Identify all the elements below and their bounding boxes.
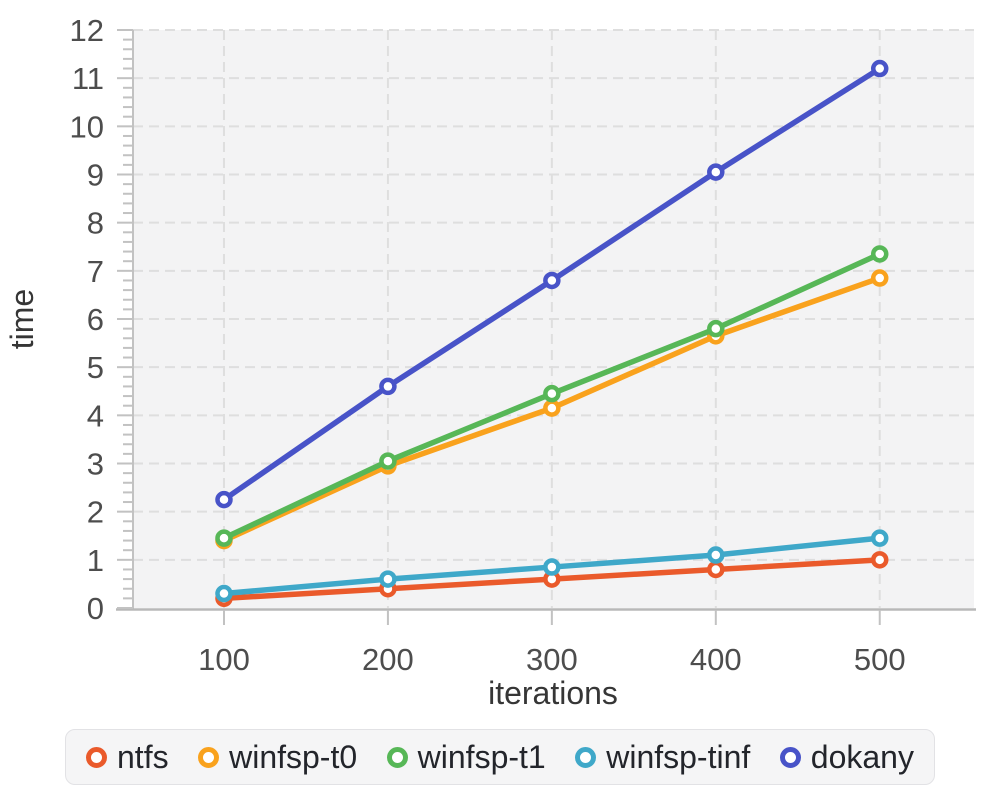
y-tick-label: 1: [87, 543, 104, 578]
legend-label: winfsp-t1: [417, 739, 546, 775]
series-winfsp-tinf-point: [543, 558, 561, 576]
y-tick-label: 8: [87, 206, 104, 241]
data-series: [215, 59, 889, 608]
y-tick-label: 10: [70, 109, 104, 144]
legend-label: ntfs: [117, 739, 169, 775]
x-tick-label: 400: [690, 642, 742, 677]
legend-label: winfsp-tinf: [606, 739, 751, 775]
series-dokany-point: [379, 377, 397, 396]
y-tick-label: 12: [70, 13, 104, 48]
series-winfsp-tinf-point: [379, 570, 397, 588]
legend-marker-winfsp-t1: [386, 746, 408, 768]
legend-item-dokany[interactable]: dokany: [779, 739, 914, 775]
y-tick-label: 5: [87, 350, 104, 385]
series-winfsp-tinf-point: [870, 529, 889, 547]
y-axis-title: time: [4, 289, 40, 349]
y-tick-label: 2: [87, 495, 104, 530]
series-dokany-point: [215, 490, 233, 509]
series-ntfs-point: [707, 560, 725, 579]
legend-label: winfsp-t0: [229, 739, 358, 775]
legend-marker-winfsp-t0: [198, 746, 220, 768]
series-winfsp-tinf-point: [707, 546, 725, 564]
chart-figure: 0 1 2 3 4 5 6 7 8 9 10 11 12 100 200 300 400 500 time ite…: [4, 13, 976, 711]
series-dokany-point: [707, 163, 725, 181]
series-winfsp-tinf-point: [215, 584, 233, 603]
legend-marker-ntfs: [86, 746, 107, 768]
legend-item-winfsp-t0[interactable]: winfsp-t0: [198, 741, 357, 773]
x-tick-label: 300: [526, 642, 578, 677]
y-tick-label: 9: [87, 158, 104, 193]
series-winfsp-t1-point: [379, 452, 397, 470]
y-tick-label: 11: [72, 61, 104, 96]
y-tick-label: 4: [87, 398, 104, 433]
legend-marker-dokany: [779, 746, 801, 768]
y-tick-label: 3: [87, 447, 104, 482]
series-dokany-point: [543, 271, 561, 290]
series-winfsp-t1-point: [707, 319, 725, 338]
legend-marker-winfsp-tinf: [575, 746, 597, 768]
x-axis-title: iterations: [488, 675, 618, 711]
x-tick-label: 200: [362, 642, 414, 677]
axis-ticks: [116, 29, 976, 625]
series-winfsp-t0-point: [870, 269, 889, 287]
y-tick-label: 0: [87, 591, 104, 626]
series-winfsp-t0-point: [543, 399, 561, 417]
series-winfsp-t1-point: [543, 384, 561, 403]
series-dokany-point: [870, 59, 889, 78]
y-tick-label: 6: [87, 302, 104, 337]
x-tick-label: 100: [198, 642, 250, 677]
legend-item-ntfs[interactable]: ntfs: [86, 741, 169, 773]
legend-label: dokany: [810, 739, 914, 775]
series-winfsp-t1-point: [215, 529, 233, 547]
y-tick-label: 7: [87, 254, 104, 289]
series-winfsp-t1-point: [870, 245, 889, 263]
x-tick-label: 500: [854, 642, 906, 677]
legend: ntfs winfsp-t0 winfsp-t1 winfsp-tinf dokany: [65, 729, 935, 785]
series-ntfs-point: [870, 551, 889, 569]
legend-item-winfsp-t1[interactable]: winfsp-t1: [386, 739, 546, 775]
legend-item-winfsp-tinf[interactable]: winfsp-tinf: [575, 741, 750, 773]
